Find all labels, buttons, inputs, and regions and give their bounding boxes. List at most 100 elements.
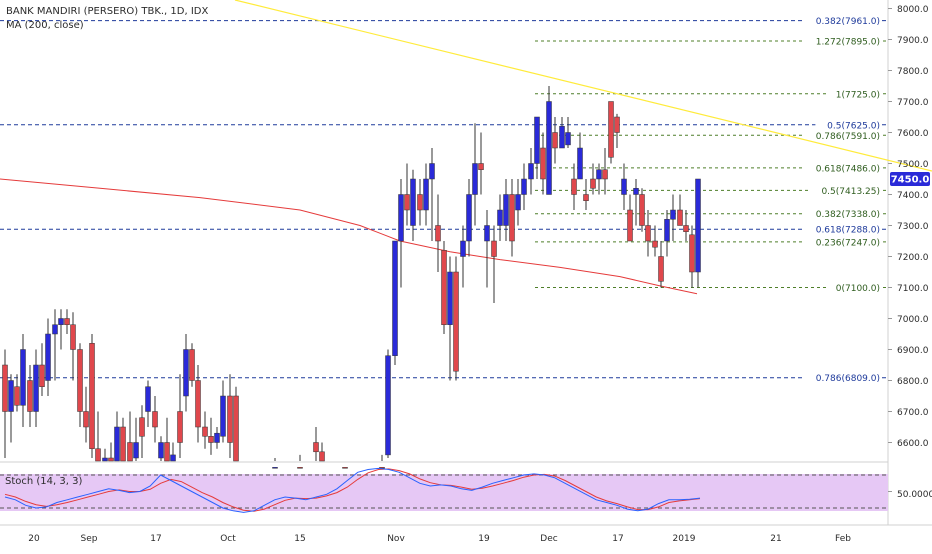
candle-body — [423, 178, 429, 211]
stoch-k-line — [4, 467, 701, 513]
candle-body — [677, 209, 683, 226]
candle-body — [392, 240, 398, 356]
candle-body — [272, 467, 278, 469]
candle-body — [565, 132, 571, 146]
candle-body — [233, 395, 239, 462]
fib-label: 0.5(7413.25) — [821, 187, 880, 197]
price-axis: 8000.0 7900.0 7800.0 7700.0 7600.0 7500.0 7400… — [888, 5, 929, 449]
price-tick-label: 7700.0 — [897, 98, 929, 108]
price-tick-label: 6600.0 — [897, 439, 929, 449]
candle-body — [497, 209, 503, 226]
candle-body — [8, 380, 14, 412]
candle-body — [552, 132, 558, 149]
candle-body — [429, 163, 435, 180]
candle-body — [664, 219, 670, 242]
candle-body — [540, 147, 546, 180]
candle-body — [189, 349, 195, 381]
time-tick-label: 20 — [28, 534, 40, 544]
candle-body — [460, 240, 466, 257]
candle-body — [95, 448, 101, 462]
candle-body — [152, 411, 158, 428]
candle-body — [521, 178, 527, 195]
price-tick-label: 7300.0 — [897, 222, 929, 232]
ma200-polyline — [0, 178, 698, 295]
fib-label-bg — [804, 161, 881, 173]
candle-body — [145, 386, 151, 412]
candle-body — [45, 333, 51, 381]
fib-label: 0.786(6809.0) — [816, 374, 880, 384]
candle-body — [478, 163, 484, 170]
candle-body — [596, 169, 602, 180]
candle-body — [559, 126, 565, 149]
candle-body — [227, 395, 233, 443]
time-tick-label: Dec — [540, 534, 557, 544]
candle-body — [342, 467, 348, 469]
candle-body — [398, 194, 404, 242]
candle-body — [319, 451, 325, 462]
fib-label: 0(7100.0) — [836, 284, 880, 294]
last-price-badge: 7450.0 — [890, 172, 930, 186]
candle-body — [571, 178, 577, 195]
trendline — [234, 0, 932, 172]
price-tick-label: 7500.0 — [897, 160, 929, 170]
fib-label-bg — [804, 371, 881, 383]
candle-body — [70, 324, 76, 350]
price-tick-label: 6900.0 — [897, 346, 929, 356]
candle-body — [164, 442, 170, 462]
fib-label-bg — [804, 223, 881, 235]
candle-body — [627, 209, 633, 242]
price-tick-label: 7900.0 — [897, 36, 929, 46]
stochastic-pane — [0, 467, 892, 513]
candle-body — [466, 194, 472, 242]
fib-label: 0.786(7591.0) — [816, 132, 880, 142]
price-tick-label: 8000.0 — [897, 5, 929, 15]
fib-label: 0.5(7625.0) — [827, 121, 880, 131]
fib-label: 1(7725.0) — [836, 90, 880, 100]
fib-label-bg — [809, 184, 881, 196]
candle-body — [528, 163, 534, 180]
candle-body — [441, 250, 447, 325]
candle-body — [313, 442, 319, 453]
fib-label-bg — [815, 118, 881, 130]
candle-body — [214, 432, 220, 443]
candle-body — [689, 234, 695, 273]
candle-body — [52, 324, 58, 335]
candle-body — [2, 364, 8, 412]
candle-body — [39, 364, 45, 387]
candle-body — [108, 457, 114, 462]
time-tick-label: 15 — [294, 534, 305, 544]
candle-body — [491, 240, 497, 257]
candle-body — [127, 442, 133, 462]
last-price-label: 7450.0 — [891, 175, 930, 186]
fib-label: 0.236(7247.0) — [816, 238, 880, 248]
candle-body — [64, 318, 70, 325]
candle-body — [102, 457, 108, 462]
candle-body — [633, 188, 639, 195]
candle-body — [695, 178, 701, 273]
price-tick-label: 6700.0 — [897, 408, 929, 418]
candle-body — [58, 318, 64, 325]
fib-label: 0.382(7338.0) — [816, 210, 880, 220]
time-tick-label: 2019 — [673, 534, 696, 544]
candle-body — [590, 178, 596, 189]
candle-body — [472, 163, 478, 195]
stoch-band-background — [0, 474, 888, 511]
fibonacci-levels: 0.382(7961.0) 1.272(7895.0) 1(7725.0) 0.5(7… — [0, 14, 888, 384]
fib-label: 0.382(7961.0) — [816, 17, 880, 27]
candle-body — [20, 349, 26, 406]
candle-body — [77, 349, 83, 412]
price-tick-label: 7600.0 — [897, 129, 929, 139]
candle-body — [614, 116, 620, 133]
candle-body — [453, 271, 459, 372]
candle-body — [670, 209, 676, 220]
candle-body — [33, 364, 39, 412]
candle-body — [404, 194, 410, 211]
candle-body — [410, 178, 416, 226]
price-tick-label: 7000.0 — [897, 315, 929, 325]
candle-body — [602, 169, 608, 180]
time-axis: 20 Sep 17 Oct 15 Nov 19 Dec 17 2019 21 Feb — [28, 534, 851, 544]
candle-body — [515, 194, 521, 211]
fib-label-bg — [826, 87, 881, 99]
